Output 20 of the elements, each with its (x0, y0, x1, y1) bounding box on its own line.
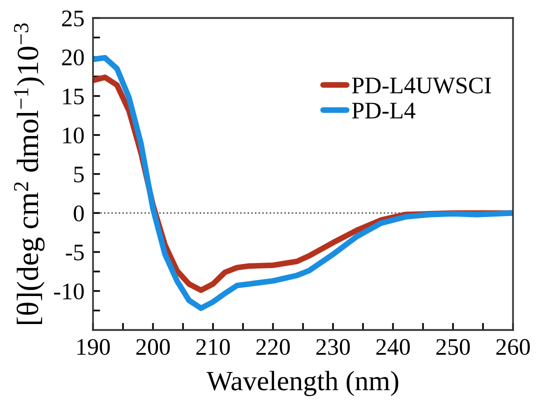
x-axis-title: Wavelength (nm) (206, 370, 398, 396)
y-tick-label: 15 (63, 88, 84, 104)
y-tick-label: 25 (62, 10, 84, 26)
x-tick-label: 200 (136, 339, 170, 355)
y-tick-label: 20 (62, 49, 84, 66)
y-tick-label: 5 (74, 166, 84, 182)
y-axis-title: [θ](deg cm$^{2}$ dmol$^{−1}$)10$^{−3}$ (14, 23, 45, 324)
y-tick-label: 0 (74, 205, 84, 222)
y-tick-label: -10 (54, 283, 84, 300)
x-tick-label: 260 (496, 339, 530, 355)
legend-label: PD-L4 (352, 102, 416, 118)
x-tick-label: 240 (376, 339, 410, 355)
x-tick-label: 220 (256, 339, 290, 355)
y-tick-label: 10 (63, 127, 84, 144)
x-tick-label: 210 (196, 339, 230, 355)
legend-label: PD-L4UWSCI (352, 78, 491, 94)
y-tick-label: -5 (66, 244, 84, 260)
x-tick-label: 230 (316, 339, 350, 355)
x-tick-label: 250 (436, 339, 470, 355)
x-tick-label: 190 (77, 339, 110, 355)
